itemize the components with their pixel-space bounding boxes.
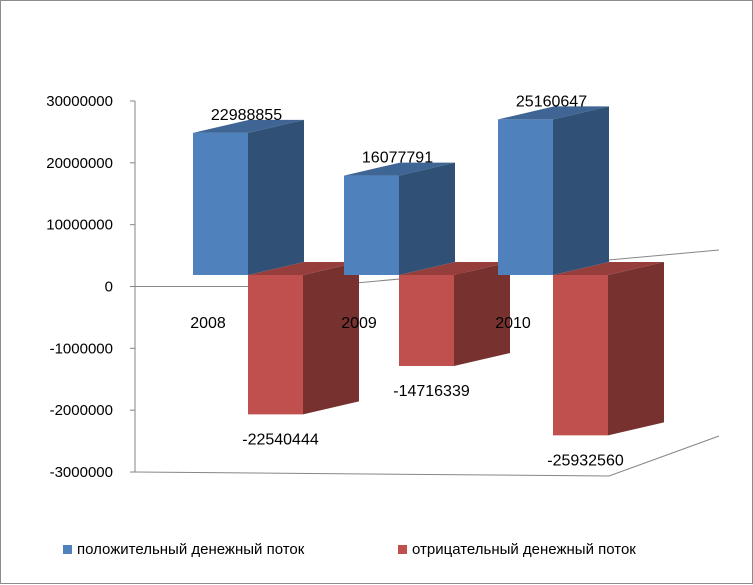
bar-positive-2008 (193, 119, 304, 275)
legend-item: положительный денежный поток (63, 541, 305, 558)
bar-positive-2010 (498, 106, 609, 275)
y-tick-label: 30000000 (46, 93, 113, 110)
bar-positive-2010-top (498, 106, 609, 120)
y-tick-label: -2000000 (50, 402, 113, 419)
bars-layer (193, 106, 664, 436)
legend-label: отрицательный денежный поток (412, 541, 636, 558)
data-label-negative: -22540444 (242, 431, 319, 448)
bar-positive-2009-side (399, 162, 455, 275)
bar-positive-2009 (344, 162, 455, 275)
category-labels: 2008 2009 2010 (190, 315, 531, 332)
category-label: 2008 (190, 315, 226, 332)
floor-edge (134, 435, 720, 477)
legend-label: положительный денежный поток (77, 541, 305, 558)
bar-positive-2008-front (193, 132, 248, 275)
bar-negative-2008-top (248, 262, 359, 275)
bar-negative-2009-side (454, 262, 510, 366)
bar-positive-2008-top (193, 119, 304, 133)
bar-negative-2008-front (248, 275, 303, 415)
bar-positive-2008-side (248, 119, 304, 275)
bar-negative-2010 (553, 262, 664, 436)
legend-item: отрицательный денежный поток (398, 541, 636, 558)
y-tick-label: 0 (105, 279, 113, 296)
bar-positive-2010-front (498, 119, 553, 275)
data-label-positive: 16077791 (362, 150, 433, 167)
y-tick-labels: 30000000 20000000 10000000 0 -1000000 -200000… (46, 93, 113, 481)
category-label: 2010 (495, 315, 531, 332)
bar-negative-2008 (248, 262, 359, 415)
bar-negative-2010-side (608, 262, 664, 436)
bar-positive-2009-top (344, 162, 455, 176)
y-tick-label: 10000000 (46, 217, 113, 234)
legend: положительный денежный поток отрицательны… (63, 541, 636, 558)
bar-negative-2008-side (303, 262, 359, 415)
y-tick-label: -1000000 (50, 340, 113, 357)
category-label: 2009 (341, 315, 377, 332)
y-tick-label: 20000000 (46, 155, 113, 172)
data-label-positive: 22988855 (211, 107, 282, 124)
data-label-negative: -14716339 (393, 383, 470, 400)
bar-negative-2010-front (553, 275, 608, 436)
bar-negative-2009-front (399, 275, 454, 366)
legend-swatch (398, 545, 407, 554)
data-label-negative: -25932560 (547, 452, 624, 469)
data-labels: 22988855 16077791 25160647 -22540444 -147163… (211, 93, 624, 469)
bar-negative-2009 (399, 262, 510, 366)
legend-swatch (63, 545, 72, 554)
bar-positive-2010-side (553, 106, 609, 275)
data-label-positive: 25160647 (516, 93, 587, 110)
bar-positive-2009-front (344, 175, 399, 275)
bar-negative-2010-top (553, 262, 664, 275)
bar-negative-2009-top (399, 262, 510, 275)
y-tick-label: -3000000 (50, 464, 113, 481)
